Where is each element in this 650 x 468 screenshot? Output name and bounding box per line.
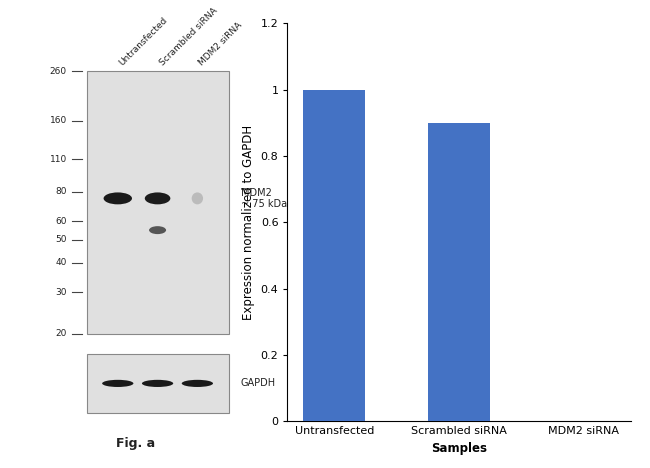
Text: 20: 20	[55, 329, 67, 338]
Text: Fig. a: Fig. a	[116, 437, 155, 450]
Text: Scrambled siRNA: Scrambled siRNA	[157, 6, 219, 67]
Bar	[86, 354, 229, 413]
Ellipse shape	[149, 226, 166, 234]
Ellipse shape	[103, 192, 132, 205]
Ellipse shape	[102, 380, 133, 387]
Text: Untransfected: Untransfected	[118, 15, 170, 67]
Ellipse shape	[145, 192, 170, 205]
Ellipse shape	[142, 380, 173, 387]
Text: 50: 50	[55, 235, 67, 244]
X-axis label: Samples: Samples	[431, 442, 487, 454]
Text: 40: 40	[55, 258, 67, 267]
Text: MDM2
~ 75 kDa: MDM2 ~ 75 kDa	[241, 188, 287, 209]
Y-axis label: Expression normalized to GAPDH: Expression normalized to GAPDH	[242, 125, 255, 320]
Bar	[86, 71, 229, 334]
Text: 80: 80	[55, 187, 67, 196]
Text: MDM2 siRNA: MDM2 siRNA	[198, 20, 244, 67]
Text: 110: 110	[49, 155, 67, 164]
Ellipse shape	[192, 192, 203, 205]
Bar	[428, 123, 490, 421]
Ellipse shape	[182, 380, 213, 387]
Text: 60: 60	[55, 217, 67, 226]
Text: GAPDH: GAPDH	[241, 379, 276, 388]
Text: 260: 260	[50, 66, 67, 76]
Text: 30: 30	[55, 288, 67, 297]
Text: 160: 160	[49, 117, 67, 125]
Bar	[303, 90, 365, 421]
